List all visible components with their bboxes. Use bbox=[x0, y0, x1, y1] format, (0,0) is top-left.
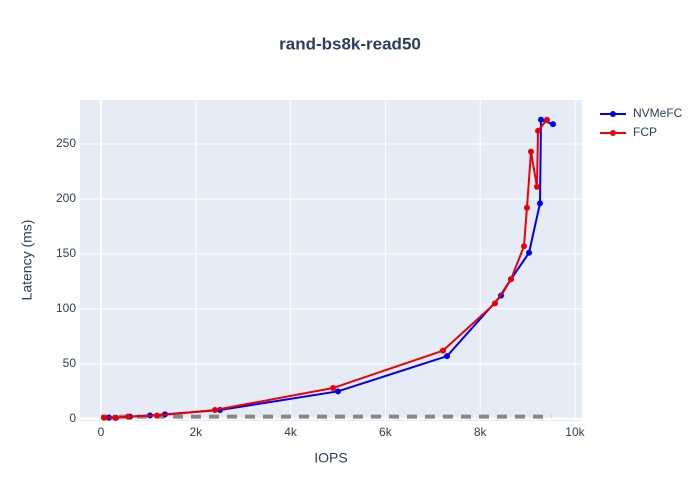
y-tick-label: 200 bbox=[56, 191, 76, 205]
data-point bbox=[538, 116, 545, 123]
data-point bbox=[537, 200, 544, 207]
data-point bbox=[125, 413, 132, 420]
data-point bbox=[526, 249, 533, 256]
y-tick-label: 50 bbox=[63, 356, 77, 370]
data-point bbox=[444, 353, 451, 360]
legend-label: FCP bbox=[633, 125, 657, 139]
data-point bbox=[543, 116, 550, 123]
data-point bbox=[439, 347, 446, 354]
plot-area bbox=[80, 100, 582, 421]
y-tick-label: 100 bbox=[56, 301, 76, 315]
data-point bbox=[527, 148, 534, 155]
data-point bbox=[507, 276, 514, 283]
x-tick-label: 10k bbox=[565, 425, 585, 439]
data-point bbox=[491, 300, 498, 307]
data-point bbox=[111, 414, 118, 421]
legend-marker bbox=[610, 130, 616, 136]
data-point bbox=[334, 388, 341, 395]
x-tick-label: 6k bbox=[379, 425, 393, 439]
x-axis-label: IOPS bbox=[314, 450, 347, 466]
x-tick-label: 8k bbox=[474, 425, 488, 439]
chart-title: rand-bs8k-read50 bbox=[279, 34, 421, 53]
x-tick-label: 0 bbox=[98, 425, 105, 439]
data-point bbox=[330, 385, 337, 392]
legend-marker bbox=[610, 111, 616, 117]
data-point bbox=[549, 121, 556, 128]
x-tick-label: 4k bbox=[284, 425, 298, 439]
y-axis-label: Latency (ms) bbox=[19, 220, 35, 301]
data-point bbox=[533, 183, 540, 190]
data-point bbox=[520, 243, 527, 250]
x-tick-label: 2k bbox=[189, 425, 203, 439]
data-point bbox=[153, 412, 160, 419]
y-tick-label: 0 bbox=[69, 411, 76, 425]
y-tick-label: 250 bbox=[56, 136, 76, 150]
y-tick-label: 150 bbox=[56, 246, 76, 260]
data-point bbox=[100, 414, 107, 421]
data-point bbox=[211, 407, 218, 414]
legend-label: NVMeFC bbox=[633, 106, 683, 120]
data-point bbox=[535, 127, 542, 134]
data-point bbox=[523, 204, 530, 211]
